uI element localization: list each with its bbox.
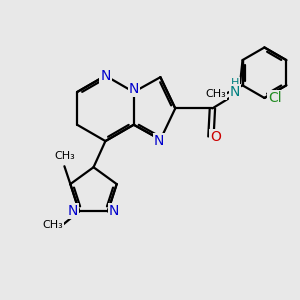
Text: Cl: Cl — [268, 91, 282, 105]
Text: CH₃: CH₃ — [42, 220, 63, 230]
Text: N: N — [128, 82, 139, 96]
Text: N: N — [68, 204, 78, 218]
Text: O: O — [210, 130, 221, 144]
Text: N: N — [154, 134, 164, 148]
Text: H: H — [230, 78, 239, 88]
Text: N: N — [100, 69, 111, 83]
Text: N: N — [230, 85, 240, 99]
Text: N: N — [109, 204, 119, 218]
Text: CH₃: CH₃ — [206, 89, 226, 99]
Text: CH₃: CH₃ — [54, 151, 75, 161]
